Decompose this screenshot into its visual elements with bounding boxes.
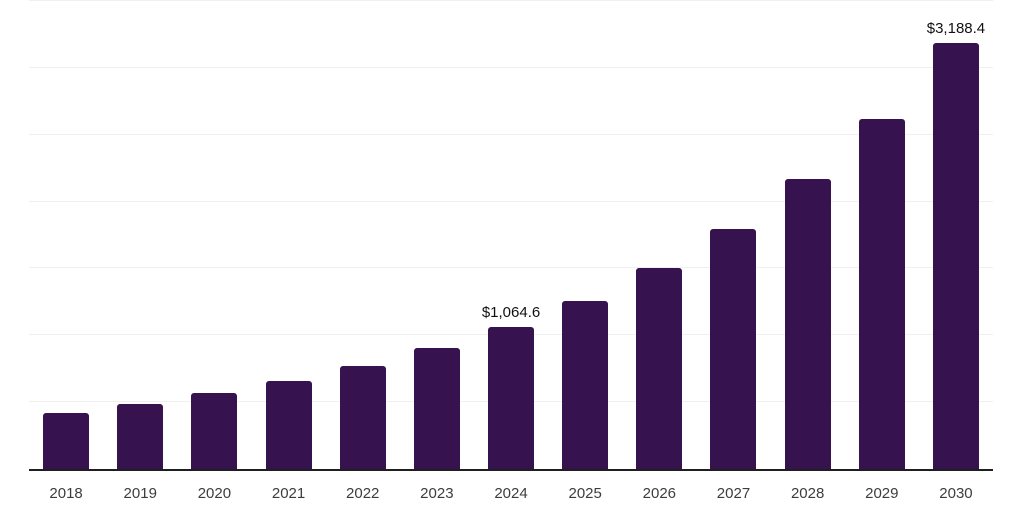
bar-2026[interactable]	[636, 268, 683, 469]
x-axis-labels: 2018 2019 2020 2021 2022 2023 2024 2025 2026 2027…	[29, 473, 993, 512]
bar-slot-2027	[696, 1, 770, 469]
bar-slot-2023	[400, 1, 474, 469]
gridline-3500	[29, 0, 993, 1]
x-axis-label-2030: 2030	[939, 485, 973, 502]
bar-value-label-2024: $1,064.6	[481, 303, 541, 321]
bar-slot-2025	[548, 1, 622, 469]
x-axis-label-2023: 2023	[420, 485, 454, 502]
bar-slot-2020	[177, 1, 251, 469]
bar-2025[interactable]	[562, 300, 609, 469]
bar-slot-2028	[771, 1, 845, 469]
bar-2024[interactable]	[488, 326, 535, 469]
bar-2022[interactable]	[339, 365, 386, 469]
bar-slot-2021	[251, 1, 325, 469]
bar-2020[interactable]	[191, 393, 238, 469]
bar-2029[interactable]	[858, 118, 905, 469]
bar-slot-2029	[845, 1, 919, 469]
x-axis-label-2029: 2029	[865, 485, 899, 502]
x-axis-label-2026: 2026	[642, 485, 677, 502]
bar-value-label-2030: $3,188.4	[926, 19, 986, 37]
bar-2028[interactable]	[784, 178, 831, 469]
x-axis-label-2021: 2021	[271, 485, 306, 502]
bar-2030[interactable]	[932, 42, 979, 469]
x-axis-label-2028: 2028	[790, 485, 825, 502]
bar-2019[interactable]	[117, 404, 164, 469]
bar-2021[interactable]	[265, 380, 312, 469]
x-axis-label-2027: 2027	[716, 485, 751, 502]
bar-2027[interactable]	[710, 228, 757, 469]
x-axis-label-2018: 2018	[49, 485, 83, 502]
bar-slot-2030: $3,188.4	[919, 1, 993, 469]
bar-slot-2019	[103, 1, 177, 469]
bar-slot-2024: $1,064.6	[474, 1, 548, 469]
plot-area: $1,064.6 $3,188.4	[29, 0, 993, 471]
gridline-1500	[29, 267, 993, 269]
bars: $1,064.6 $3,188.4	[29, 1, 993, 469]
bar-slot-2026	[622, 1, 696, 469]
x-axis-label-2025: 2025	[568, 485, 602, 502]
gridline-3000	[29, 66, 993, 68]
bar-2023[interactable]	[413, 348, 460, 469]
bar-slot-2018	[29, 1, 103, 469]
x-axis-label-2019: 2019	[123, 485, 157, 502]
x-axis-label-2024: 2024	[494, 485, 528, 502]
bar-2018[interactable]	[43, 413, 90, 469]
gridline-2000	[29, 200, 993, 202]
x-axis-label-2022: 2022	[346, 485, 380, 502]
gridline-2500	[29, 133, 993, 135]
bar-slot-2022	[326, 1, 400, 469]
x-axis-label-2020: 2020	[197, 485, 232, 502]
